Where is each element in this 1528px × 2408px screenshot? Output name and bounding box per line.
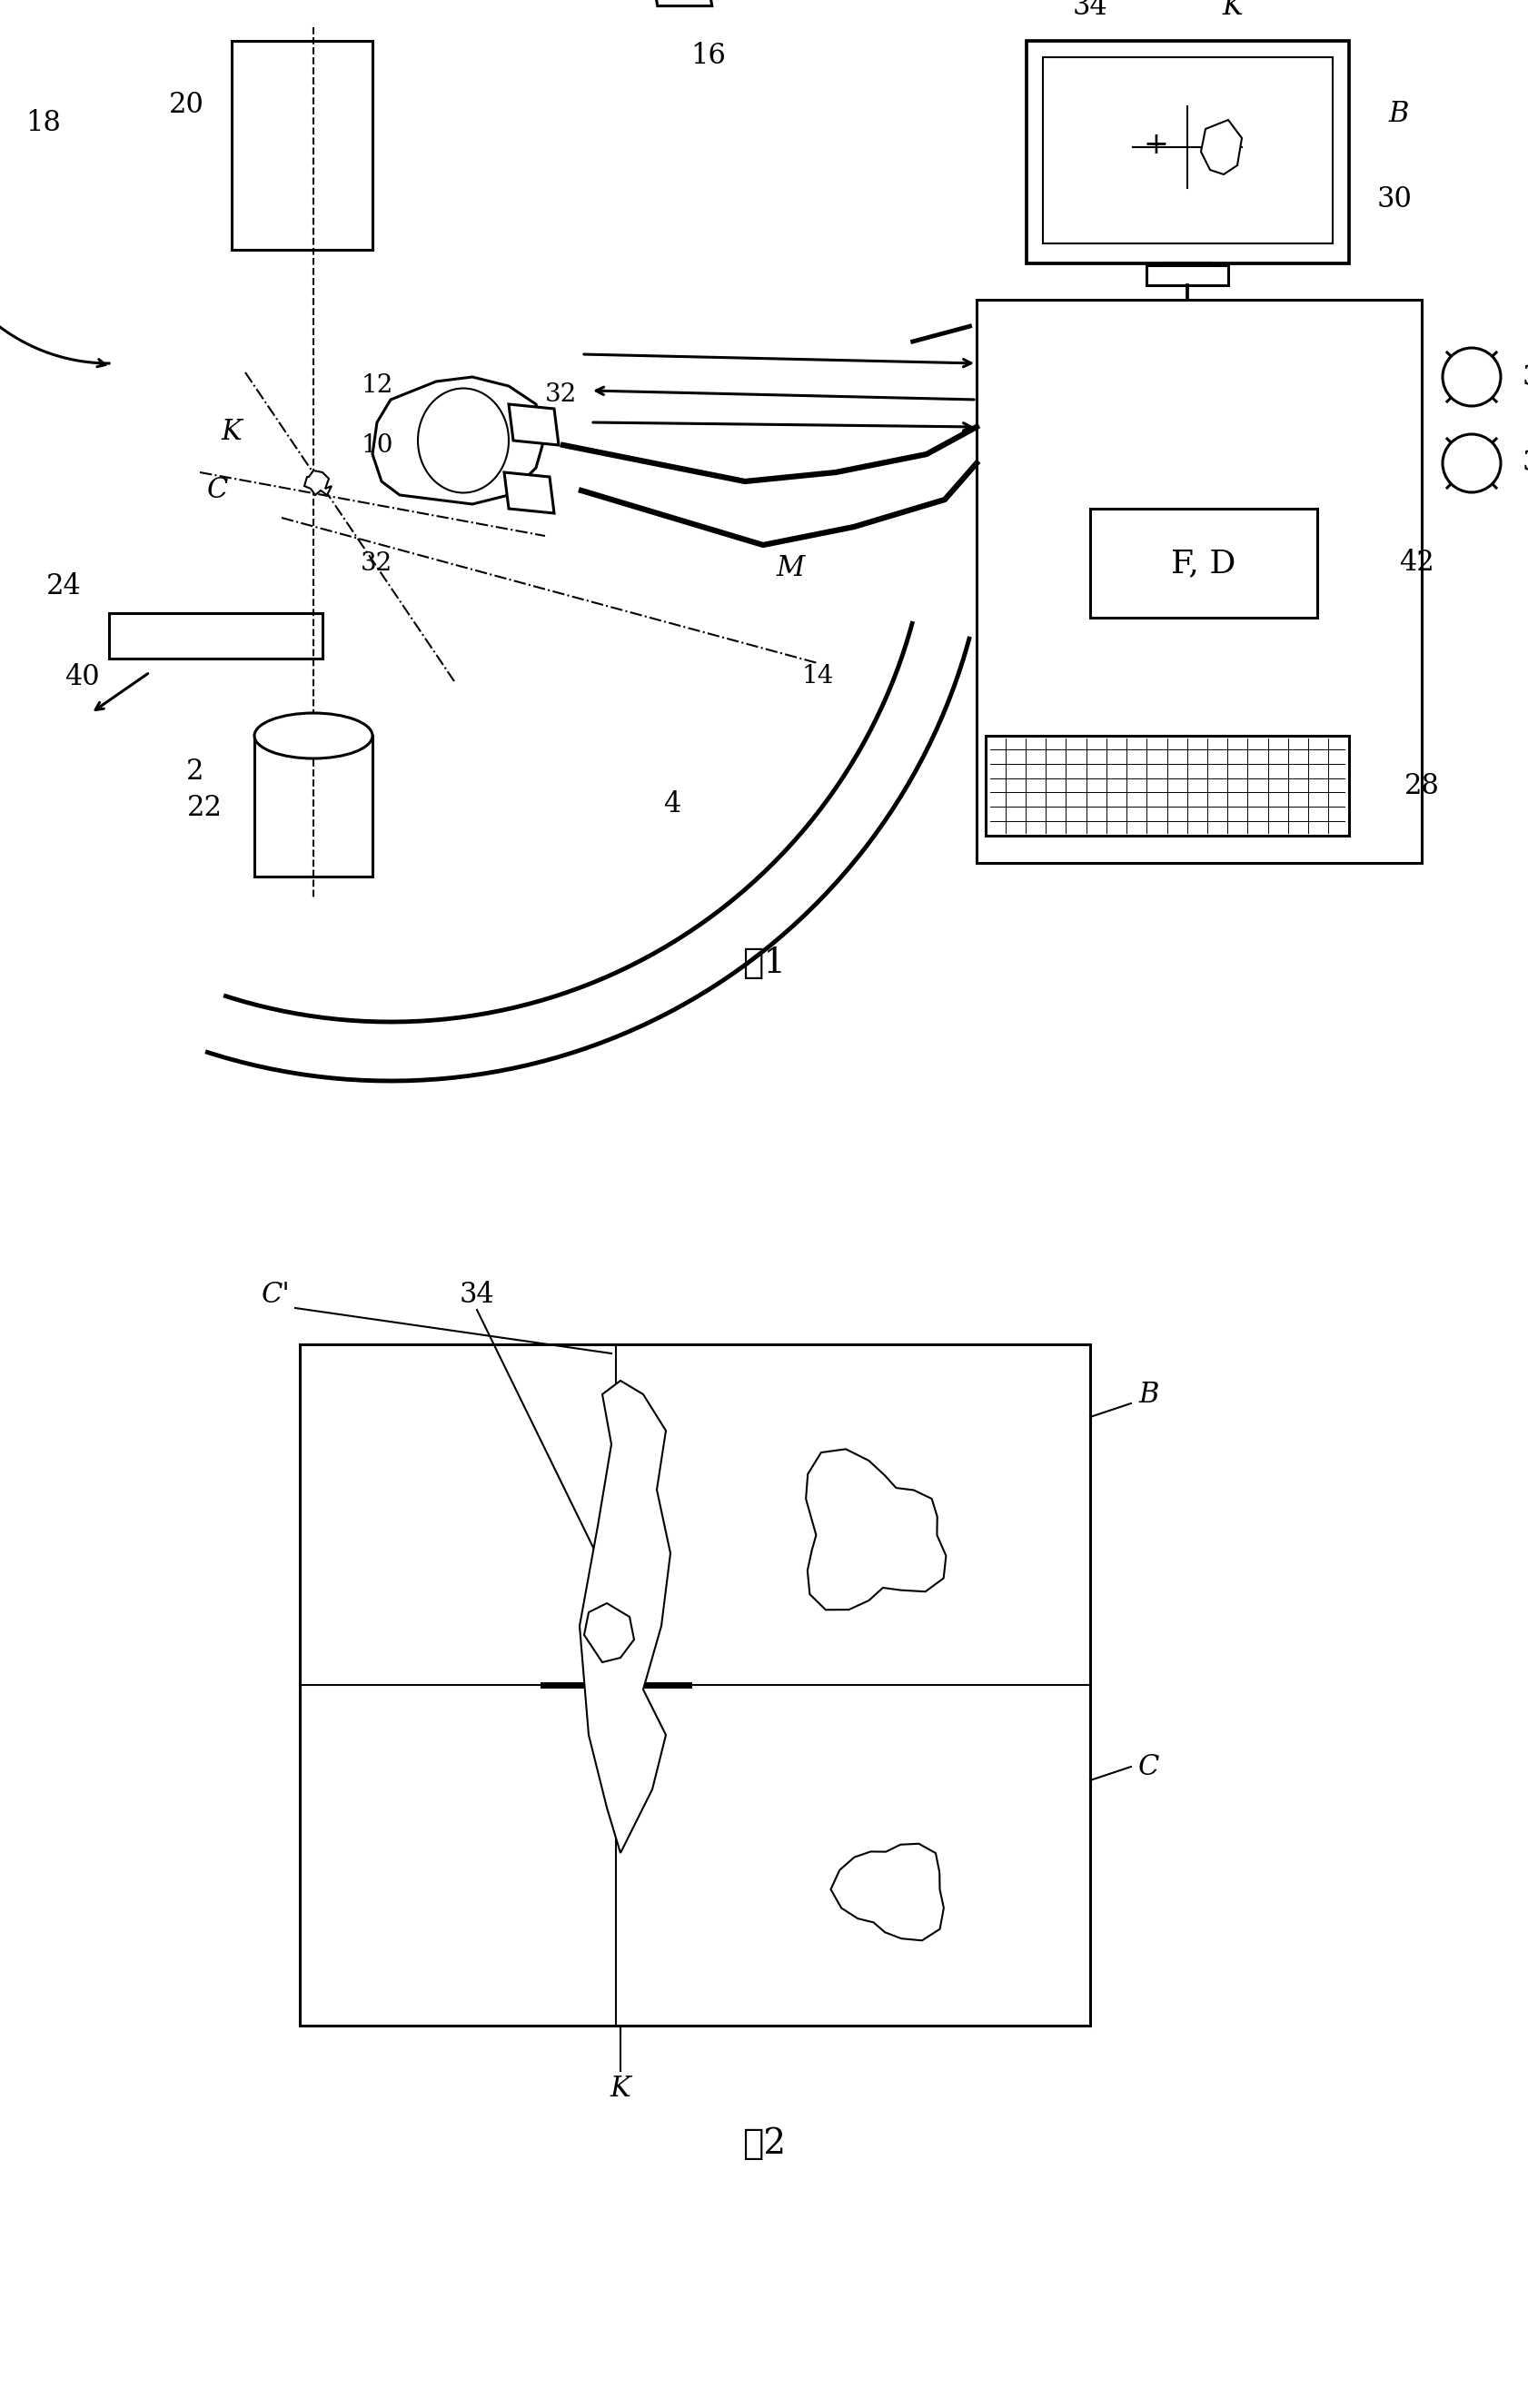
Text: 32: 32 [361,551,393,576]
Circle shape [1442,347,1500,407]
Text: 42: 42 [1398,549,1433,578]
Text: 22: 22 [186,795,222,824]
Bar [1089,508,1317,619]
Polygon shape [648,0,712,5]
Bar [108,614,322,657]
Text: 12: 12 [361,373,393,397]
Polygon shape [579,1380,671,1854]
Text: M: M [776,554,804,583]
Polygon shape [584,1604,634,1662]
Text: 图1: 图1 [741,946,785,980]
Text: 34: 34 [458,1281,494,1308]
Text: 2: 2 [186,759,205,785]
Bar [1146,265,1227,284]
Bar [1042,58,1332,243]
Text: 4: 4 [663,790,680,819]
Polygon shape [373,378,545,503]
Text: 18: 18 [26,108,61,137]
Text: K: K [1222,0,1242,19]
Polygon shape [1201,120,1241,173]
Text: K: K [222,417,241,445]
Ellipse shape [254,713,373,759]
Text: 32: 32 [545,383,578,407]
Polygon shape [805,1450,946,1611]
Text: +: + [1143,130,1167,159]
Text: 20: 20 [168,92,203,118]
Text: 24: 24 [46,571,81,600]
Text: 38: 38 [1522,450,1528,477]
Text: B: B [1138,1380,1158,1409]
Bar [254,737,373,877]
Text: 14: 14 [801,665,833,689]
Bar [986,737,1348,836]
Bar [976,299,1421,862]
Text: 36: 36 [1522,364,1528,390]
Text: 10: 10 [361,433,393,458]
Text: 16: 16 [691,43,726,70]
Text: 28: 28 [1403,771,1438,799]
Text: B: B [1387,99,1409,128]
Polygon shape [509,405,558,445]
Text: K: K [610,2076,631,2102]
Ellipse shape [417,388,509,494]
Bar [1025,41,1348,262]
Bar [299,1344,1089,2025]
Polygon shape [830,1845,943,1941]
Text: C: C [208,477,229,506]
Bar [232,41,373,250]
Text: C: C [1138,1753,1160,1782]
Text: 30: 30 [1377,185,1412,214]
Text: C': C' [261,1281,290,1308]
Polygon shape [504,472,553,513]
Text: 34: 34 [1073,0,1108,19]
Text: 40: 40 [64,662,99,691]
Text: 图2: 图2 [741,2126,785,2160]
Text: F, D: F, D [1170,547,1235,578]
Circle shape [1442,433,1500,491]
Polygon shape [304,470,332,496]
